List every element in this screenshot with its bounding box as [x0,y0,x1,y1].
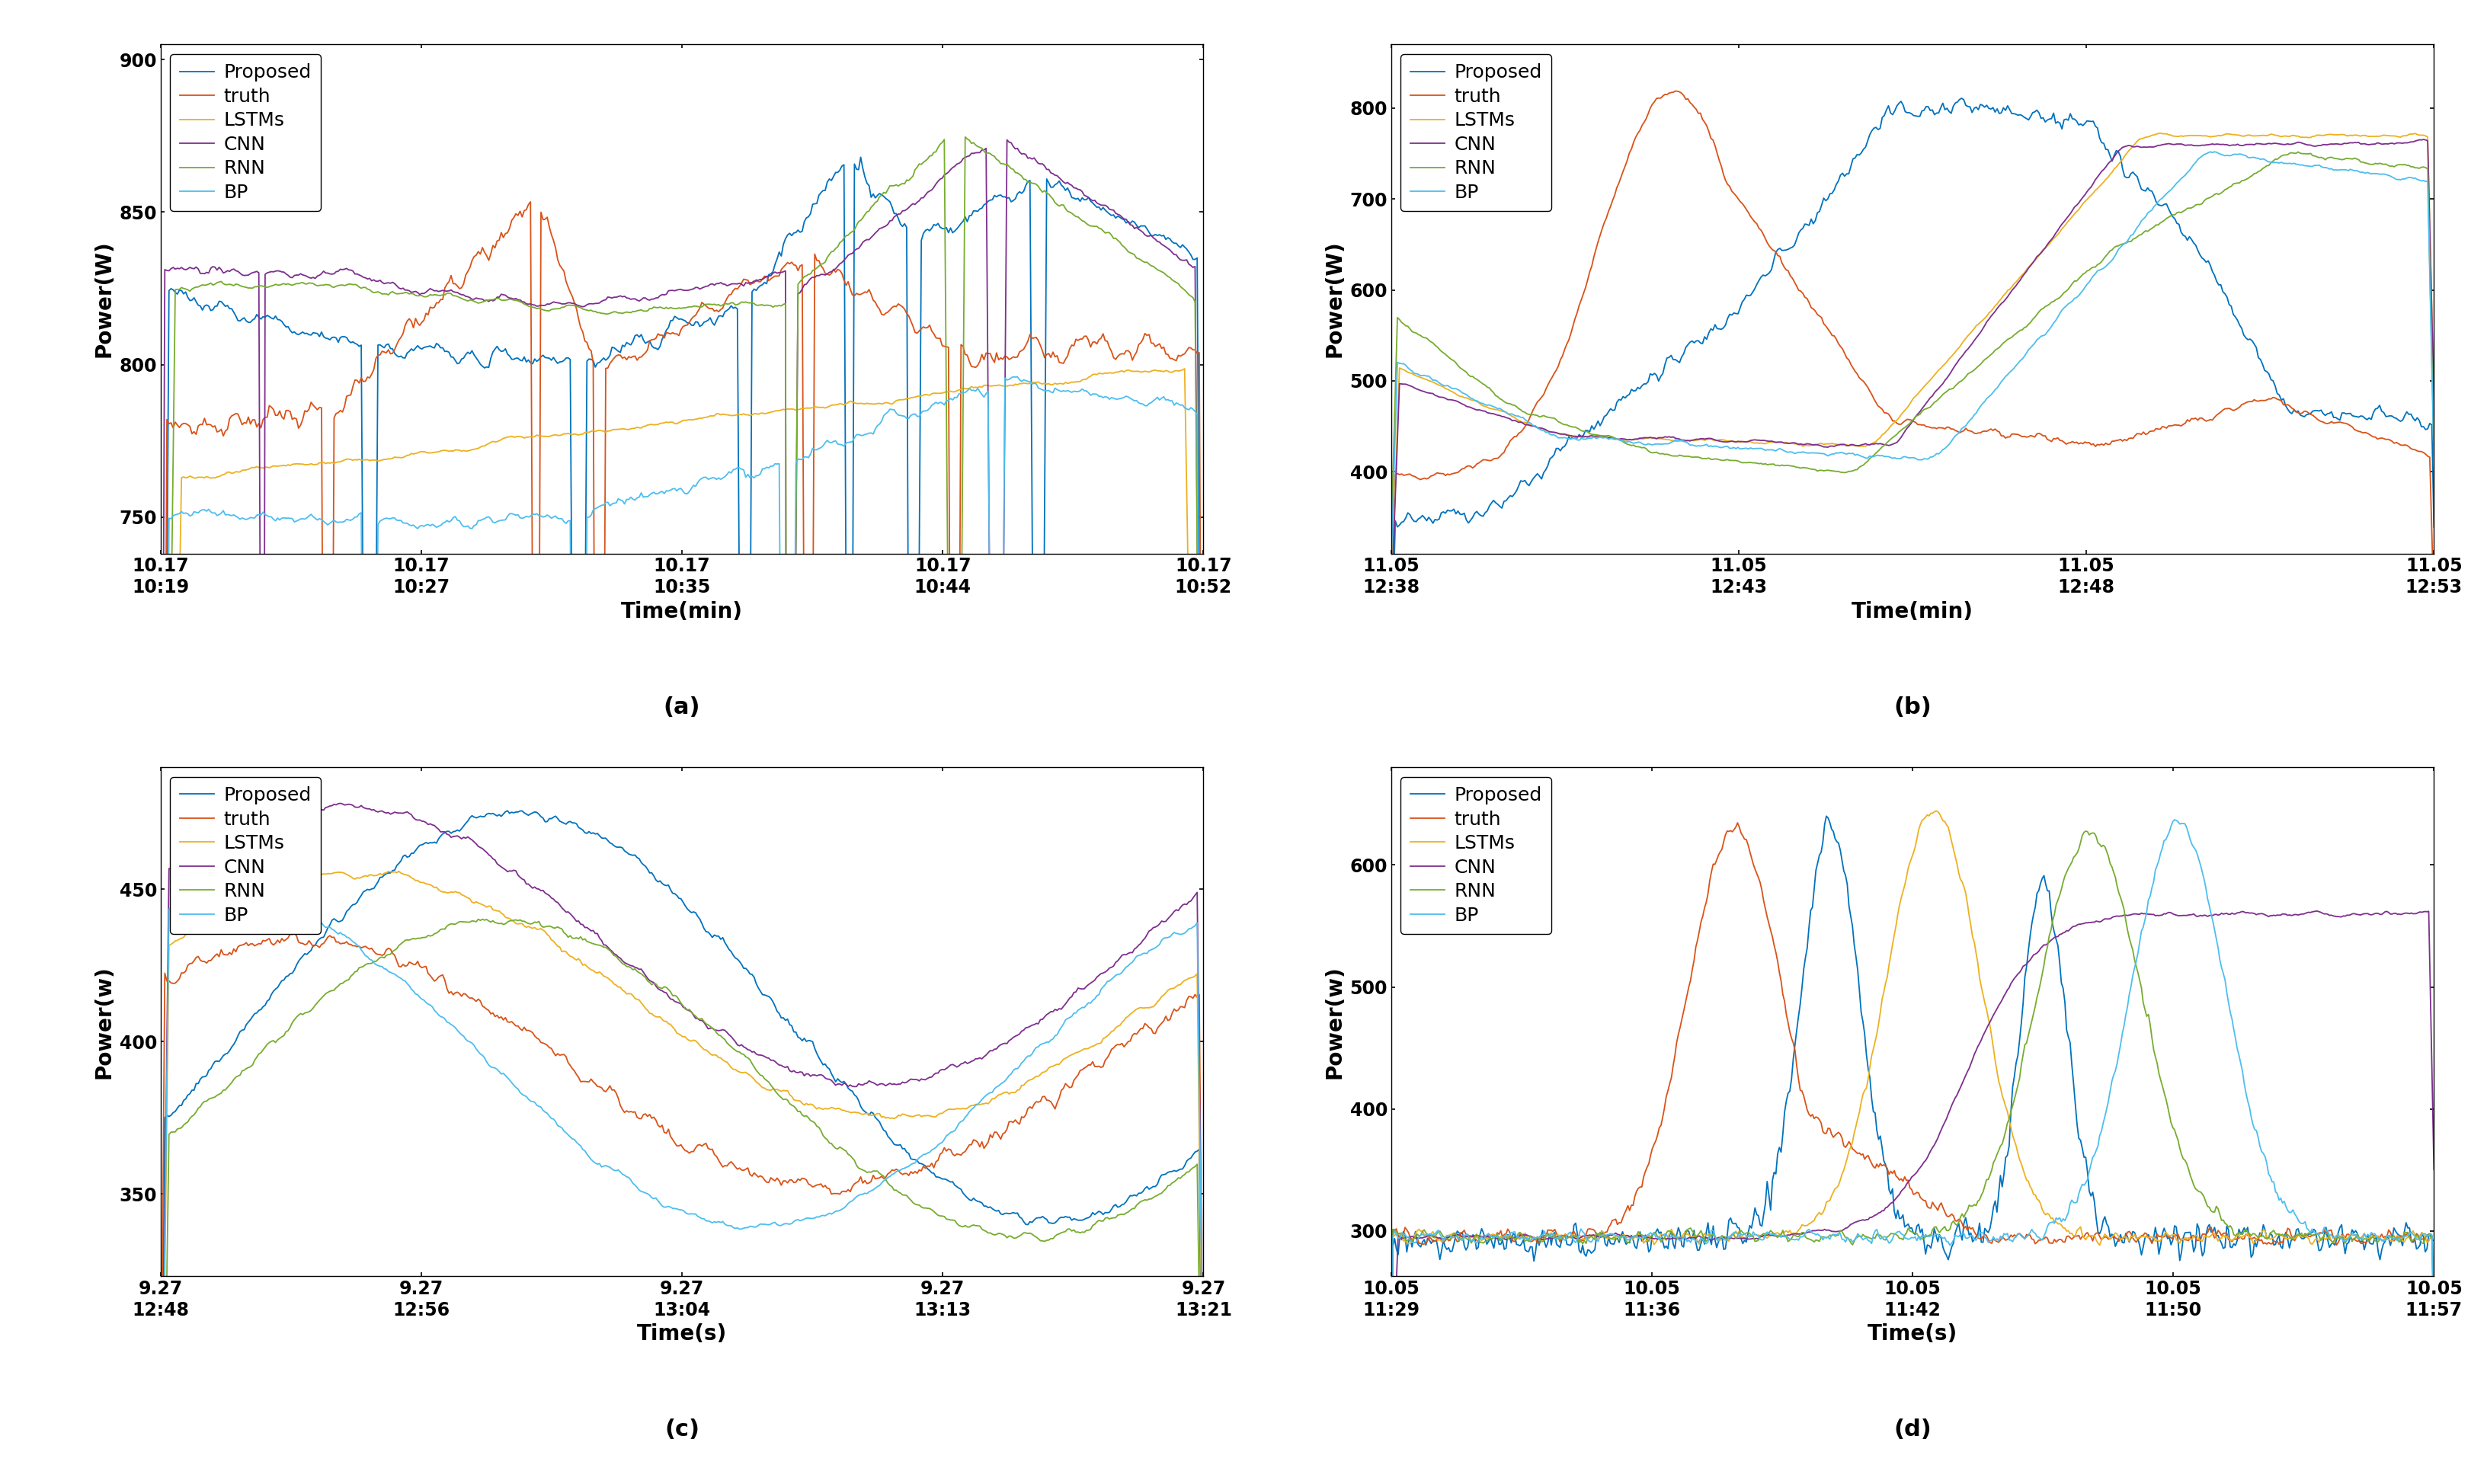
X-axis label: Time(min): Time(min) [620,601,744,622]
Text: (b): (b) [1893,696,1932,718]
Y-axis label: Power(w): Power(w) [1324,965,1347,1079]
Text: (c): (c) [665,1419,699,1441]
Y-axis label: Power(W): Power(W) [94,240,116,358]
Text: (d): (d) [1893,1419,1932,1441]
Y-axis label: Power(w): Power(w) [94,965,116,1079]
Text: (a): (a) [665,696,699,718]
X-axis label: Time(s): Time(s) [1868,1324,1957,1345]
Legend: Proposed, truth, LSTMs, CNN, RNN, BP: Proposed, truth, LSTMs, CNN, RNN, BP [1401,53,1552,211]
X-axis label: Time(min): Time(min) [1851,601,1974,622]
Y-axis label: Power(W): Power(W) [1324,240,1347,358]
X-axis label: Time(s): Time(s) [638,1324,726,1345]
Legend: Proposed, truth, LSTMs, CNN, RNN, BP: Proposed, truth, LSTMs, CNN, RNN, BP [1401,776,1552,933]
Legend: Proposed, truth, LSTMs, CNN, RNN, BP: Proposed, truth, LSTMs, CNN, RNN, BP [170,776,321,933]
Legend: Proposed, truth, LSTMs, CNN, RNN, BP: Proposed, truth, LSTMs, CNN, RNN, BP [170,53,321,211]
